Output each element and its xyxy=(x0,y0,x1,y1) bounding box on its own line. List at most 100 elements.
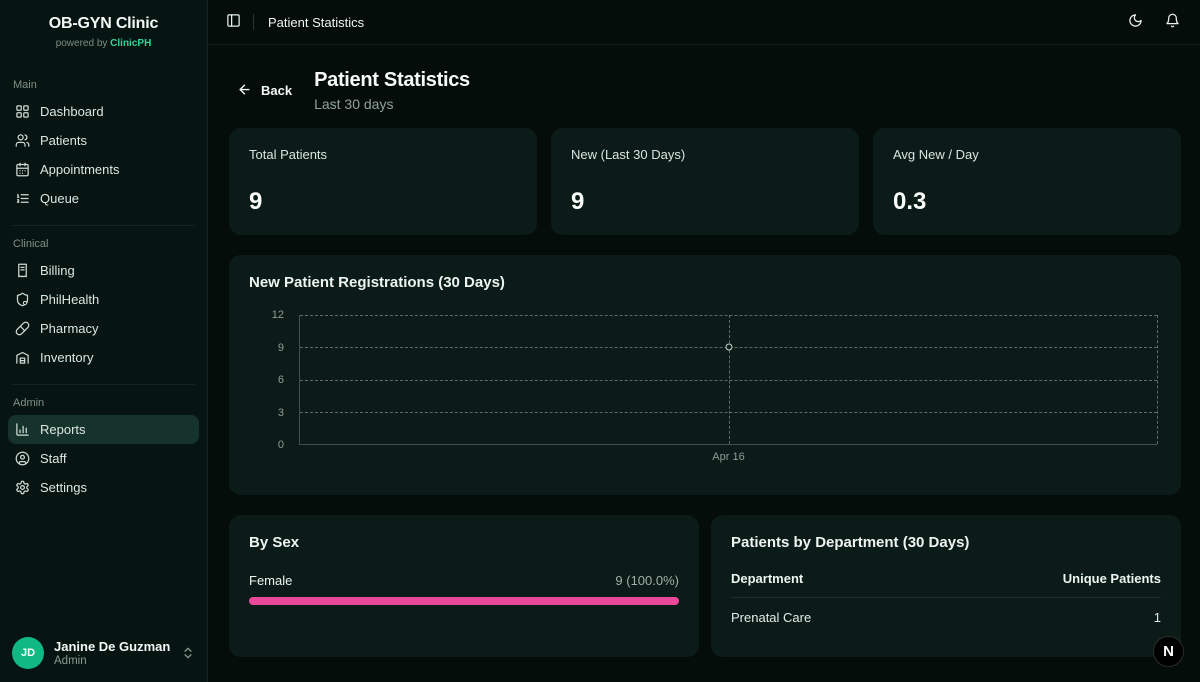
bottom-cards-row: By Sex Female 9 (100.0%) Patients by Dep… xyxy=(229,515,1181,657)
table-header-row: Department Unique Patients xyxy=(731,565,1161,598)
stat-label: New (Last 30 Days) xyxy=(571,147,686,162)
warehouse-icon xyxy=(15,350,30,365)
column-header-unique-patients: Unique Patients xyxy=(1062,571,1161,586)
plot-area: Apr 16 xyxy=(299,315,1158,463)
y-tick: 6 xyxy=(277,374,284,386)
nextjs-dev-badge[interactable]: N xyxy=(1153,636,1184,667)
sidebar-item-settings[interactable]: Settings xyxy=(8,473,199,502)
sidebar-item-label: Staff xyxy=(40,451,67,466)
page-title-block: Patient Statistics Last 30 days xyxy=(314,69,470,112)
ordered-list-icon xyxy=(15,191,30,206)
panel-left-icon xyxy=(226,13,241,31)
stat-cards-row: Total Patients 9 New (Last 30 Days) 9 Av… xyxy=(229,128,1181,235)
y-axis-labels: 12 9 6 3 0 xyxy=(249,309,291,451)
x-tick: Apr 16 xyxy=(712,451,745,463)
brand-name: ClinicPH xyxy=(110,38,152,49)
topbar: Patient Statistics xyxy=(208,0,1200,45)
brand: OB-GYN Clinic powered by ClinicPH xyxy=(0,0,207,57)
page-title: Patient Statistics xyxy=(314,69,470,91)
gridline-vertical xyxy=(1157,315,1158,444)
stat-label: Avg New / Day xyxy=(893,147,979,162)
by-sex-row: Female 9 (100.0%) xyxy=(249,573,679,588)
departments-title: Patients by Department (30 Days) xyxy=(731,534,970,551)
sidebar: OB-GYN Clinic powered by ClinicPH Main D… xyxy=(0,0,208,682)
sidebar-toggle-button[interactable] xyxy=(226,13,241,31)
avatar: JD xyxy=(12,637,44,669)
back-button-label: Back xyxy=(261,83,293,98)
pill-icon xyxy=(15,321,30,336)
department-cell: Prenatal Care xyxy=(731,610,812,625)
theme-toggle-button[interactable] xyxy=(1128,13,1143,31)
main-area: Patient Statistics xyxy=(208,0,1200,682)
moon-icon xyxy=(1128,13,1143,31)
sidebar-item-reports[interactable]: Reports xyxy=(8,415,199,444)
stat-label: Total Patients xyxy=(249,147,328,162)
sidebar-item-label: Patients xyxy=(40,133,87,148)
departments-table: Department Unique Patients Prenatal Care… xyxy=(731,565,1161,637)
notifications-button[interactable] xyxy=(1165,13,1180,31)
sidebar-item-dashboard[interactable]: Dashboard xyxy=(8,97,199,126)
unique-patients-cell: 1 xyxy=(1153,610,1161,625)
back-button[interactable]: Back xyxy=(237,82,292,100)
by-sex-title: By Sex xyxy=(249,534,300,551)
sidebar-item-queue[interactable]: Queue xyxy=(8,184,199,213)
bar-chart-icon xyxy=(15,422,30,437)
sidebar-item-patients[interactable]: Patients xyxy=(8,126,199,155)
table-row: Prenatal Care 1 xyxy=(731,598,1161,637)
topbar-divider xyxy=(253,14,254,30)
sidebar-item-inventory[interactable]: Inventory xyxy=(8,343,199,372)
user-menu[interactable]: JD Janine De Guzman Admin xyxy=(0,627,207,682)
sidebar-item-label: Pharmacy xyxy=(40,321,99,336)
sidebar-item-label: Reports xyxy=(40,422,86,437)
page-content: Back Patient Statistics Last 30 days Tot… xyxy=(208,45,1200,682)
sidebar-item-label: Inventory xyxy=(40,350,94,365)
sidebar-item-label: Settings xyxy=(40,480,87,495)
sidebar-item-label: Queue xyxy=(40,191,80,206)
female-percent-bar xyxy=(249,597,679,605)
departments-card: Patients by Department (30 Days) Departm… xyxy=(711,515,1181,657)
user-meta: Janine De Guzman Admin xyxy=(54,639,171,667)
section-label-main: Main xyxy=(13,79,37,91)
stat-card-total-patients: Total Patients 9 xyxy=(229,128,537,235)
dashboard-grid-icon xyxy=(15,104,30,119)
sidebar-item-label: PhilHealth xyxy=(40,292,100,307)
sidebar-item-label: Billing xyxy=(40,263,75,278)
calendar-icon xyxy=(15,162,30,177)
sidebar-item-billing[interactable]: Billing xyxy=(8,256,199,285)
data-point-apr16 xyxy=(725,343,732,351)
sidebar-divider xyxy=(12,384,195,385)
registrations-chart-card: New Patient Registrations (30 Days) 12 9… xyxy=(229,255,1181,495)
chevrons-up-down-icon xyxy=(181,646,195,660)
y-tick: 12 xyxy=(271,309,284,321)
user-role: Admin xyxy=(54,655,87,667)
sidebar-divider xyxy=(12,225,195,226)
page-header: Back Patient Statistics Last 30 days xyxy=(237,69,1173,112)
topbar-actions xyxy=(1128,13,1180,31)
column-header-department: Department xyxy=(731,571,804,586)
sidebar-nav: Main Dashboard Patients Appointments xyxy=(0,57,207,627)
y-tick: 0 xyxy=(277,439,284,451)
by-sex-card: By Sex Female 9 (100.0%) xyxy=(229,515,699,657)
sidebar-item-pharmacy[interactable]: Pharmacy xyxy=(8,314,199,343)
brand-subtitle: powered by ClinicPH xyxy=(10,38,197,49)
section-label-clinical: Clinical xyxy=(13,238,49,250)
sex-label: Female xyxy=(249,573,293,588)
powered-by-text: powered by xyxy=(55,38,108,49)
users-icon xyxy=(15,133,30,148)
sidebar-item-label: Dashboard xyxy=(40,104,104,119)
sidebar-item-appointments[interactable]: Appointments xyxy=(8,155,199,184)
stat-value: 9 xyxy=(249,188,263,215)
gridline-vertical xyxy=(728,315,730,444)
gear-icon xyxy=(15,480,30,495)
user-circle-icon xyxy=(15,451,30,466)
page-subtitle: Last 30 days xyxy=(314,96,394,112)
arrow-left-icon xyxy=(237,82,252,100)
stat-value: 9 xyxy=(571,188,585,215)
stat-card-new-30-days: New (Last 30 Days) 9 xyxy=(551,128,859,235)
sidebar-item-label: Appointments xyxy=(40,162,120,177)
stat-card-avg-new-per-day: Avg New / Day 0.3 xyxy=(873,128,1181,235)
shield-icon xyxy=(15,292,30,307)
sidebar-item-staff[interactable]: Staff xyxy=(8,444,199,473)
sidebar-item-philhealth[interactable]: PhilHealth xyxy=(8,285,199,314)
y-tick: 3 xyxy=(277,406,284,419)
